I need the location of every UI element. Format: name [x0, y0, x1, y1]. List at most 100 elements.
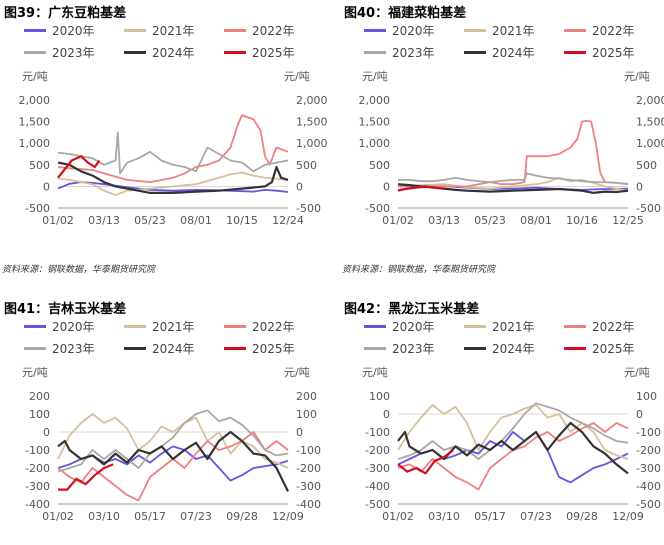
x-tick-label: 05/23	[474, 214, 506, 227]
y-tick-left: -300	[365, 462, 390, 475]
chart-legend: 2020年 2021年 2022年 2023年 2024年 2025年	[364, 19, 664, 63]
y-tick-right: 1,000	[296, 137, 328, 150]
x-tick-label: 12/09	[272, 510, 304, 523]
legend-swatch	[564, 346, 586, 350]
legend-swatch	[364, 50, 386, 54]
legend-swatch	[124, 324, 146, 328]
legend-label: 2023年	[392, 45, 435, 60]
x-tick-label: 03/10	[88, 510, 120, 523]
x-tick-label: 08/01	[180, 214, 212, 227]
series-line-2022年	[398, 119, 629, 188]
chart-plot: 元/吨 元/吨 -500 -500 0 0 500 500 1,000 1,000 1,500 1,5…	[359, 70, 664, 227]
legend-swatch	[124, 346, 146, 350]
y-tick-right: -200	[296, 462, 321, 475]
legend-item: 2025年	[564, 337, 664, 359]
y-tick-left: 100	[29, 408, 50, 421]
x-tick-label: 10/16	[566, 214, 598, 227]
y-tick-left: 100	[369, 390, 390, 403]
series-line-2025年	[58, 463, 114, 491]
legend-label: 2021年	[492, 23, 535, 38]
series-line-2021年	[57, 413, 289, 469]
y-tick-right: -300	[296, 480, 321, 493]
y-tick-left: -500	[365, 202, 390, 215]
legend-item: 2022年	[564, 315, 664, 337]
x-tick-label: 01/02	[42, 510, 74, 523]
x-tick-label: 01/02	[382, 214, 414, 227]
chart-plot: 元/吨 元/吨 -500 -500 -400 -400 -300 -300 -200 -200 -1…	[362, 366, 661, 523]
legend-item: 2024年	[464, 41, 564, 63]
x-tick-label: 03/13	[428, 214, 460, 227]
legend-swatch	[364, 346, 386, 350]
chart-title: 图39：广东豆粕基差	[4, 6, 127, 21]
legend-label: 2025年	[592, 45, 635, 60]
x-tick-label: 01/02	[42, 214, 74, 227]
series-line-2021年	[57, 171, 289, 196]
legend-swatch	[464, 324, 486, 328]
y-tick-left: -300	[25, 480, 50, 493]
legend-item: 2020年	[364, 315, 464, 337]
legend-item: 2022年	[224, 19, 324, 41]
legend-swatch	[464, 50, 486, 54]
legend-label: 2024年	[152, 45, 195, 60]
x-tick-label: 09/28	[566, 510, 598, 523]
y-tick-left: 0	[383, 408, 390, 421]
y-tick-left: -100	[25, 444, 50, 457]
source-note: 资料来源：钢联数据，华泰期货研究院	[342, 265, 496, 275]
series-line-2023年	[57, 131, 289, 175]
legend-label: 2022年	[592, 23, 635, 38]
legend-item: 2023年	[364, 337, 464, 359]
y-tick-left: -200	[365, 444, 390, 457]
chart-plot: 元/吨 元/吨 -500 -500 0 0 500 500 1,000 1,000 1,500 1,5…	[19, 70, 328, 227]
y-tick-right: 1,500	[296, 116, 328, 129]
legend-item: 2024年	[464, 337, 564, 359]
y-tick-right: -100	[636, 426, 661, 439]
legend-label: 2020年	[392, 319, 435, 334]
legend-item: 2025年	[224, 41, 324, 63]
y-tick-left: -400	[365, 480, 390, 493]
y-unit-right: 元/吨	[624, 366, 650, 379]
y-tick-left: 2,000	[19, 94, 51, 107]
y-unit-left: 元/吨	[362, 70, 388, 83]
series-line-2024年	[57, 430, 289, 492]
x-tick-label: 03/10	[428, 510, 460, 523]
y-unit-right: 元/吨	[624, 70, 650, 83]
legend-swatch	[564, 28, 586, 32]
series-line-2024年	[57, 161, 289, 194]
y-tick-left: 500	[369, 159, 390, 172]
y-tick-right: -200	[636, 444, 661, 457]
x-tick-label: 03/13	[88, 214, 120, 227]
chart-legend: 2020年 2021年 2022年 2023年 2024年 2025年	[24, 19, 334, 63]
legend-label: 2021年	[152, 23, 195, 38]
chart-title: 图40：福建菜粕基差	[344, 6, 467, 21]
y-tick-left: 1,500	[19, 116, 51, 129]
legend-label: 2025年	[252, 341, 295, 356]
series-line-2022年	[57, 431, 289, 502]
y-tick-right: -500	[636, 498, 661, 511]
y-tick-right: -400	[296, 498, 321, 511]
legend-swatch	[124, 50, 146, 54]
y-tick-right: -100	[296, 444, 321, 457]
y-tick-right: 0	[636, 408, 643, 421]
y-unit-right: 元/吨	[284, 70, 310, 83]
chart-legend: 2020年 2021年 2022年 2023年 2024年 2025年	[24, 315, 334, 359]
y-tick-left: -200	[25, 462, 50, 475]
series-line-2024年	[397, 421, 629, 475]
legend-item: 2023年	[24, 337, 124, 359]
legend-label: 2020年	[52, 23, 95, 38]
legend-swatch	[224, 346, 246, 350]
x-tick-label: 08/01	[520, 214, 552, 227]
y-tick-right: 0	[296, 180, 303, 193]
y-tick-left: 1,500	[359, 116, 391, 129]
y-tick-left: -500	[365, 498, 390, 511]
legend-item: 2023年	[364, 41, 464, 63]
x-tick-label: 12/09	[612, 510, 644, 523]
legend-label: 2023年	[392, 341, 435, 356]
y-tick-left: 2,000	[359, 94, 391, 107]
x-tick-label: 12/25	[612, 214, 644, 227]
legend-swatch	[24, 324, 46, 328]
series-line-2025年	[397, 185, 445, 192]
series-line-2022年	[57, 114, 289, 183]
legend-label: 2023年	[52, 45, 95, 60]
legend-swatch	[564, 324, 586, 328]
y-tick-left: -400	[25, 498, 50, 511]
